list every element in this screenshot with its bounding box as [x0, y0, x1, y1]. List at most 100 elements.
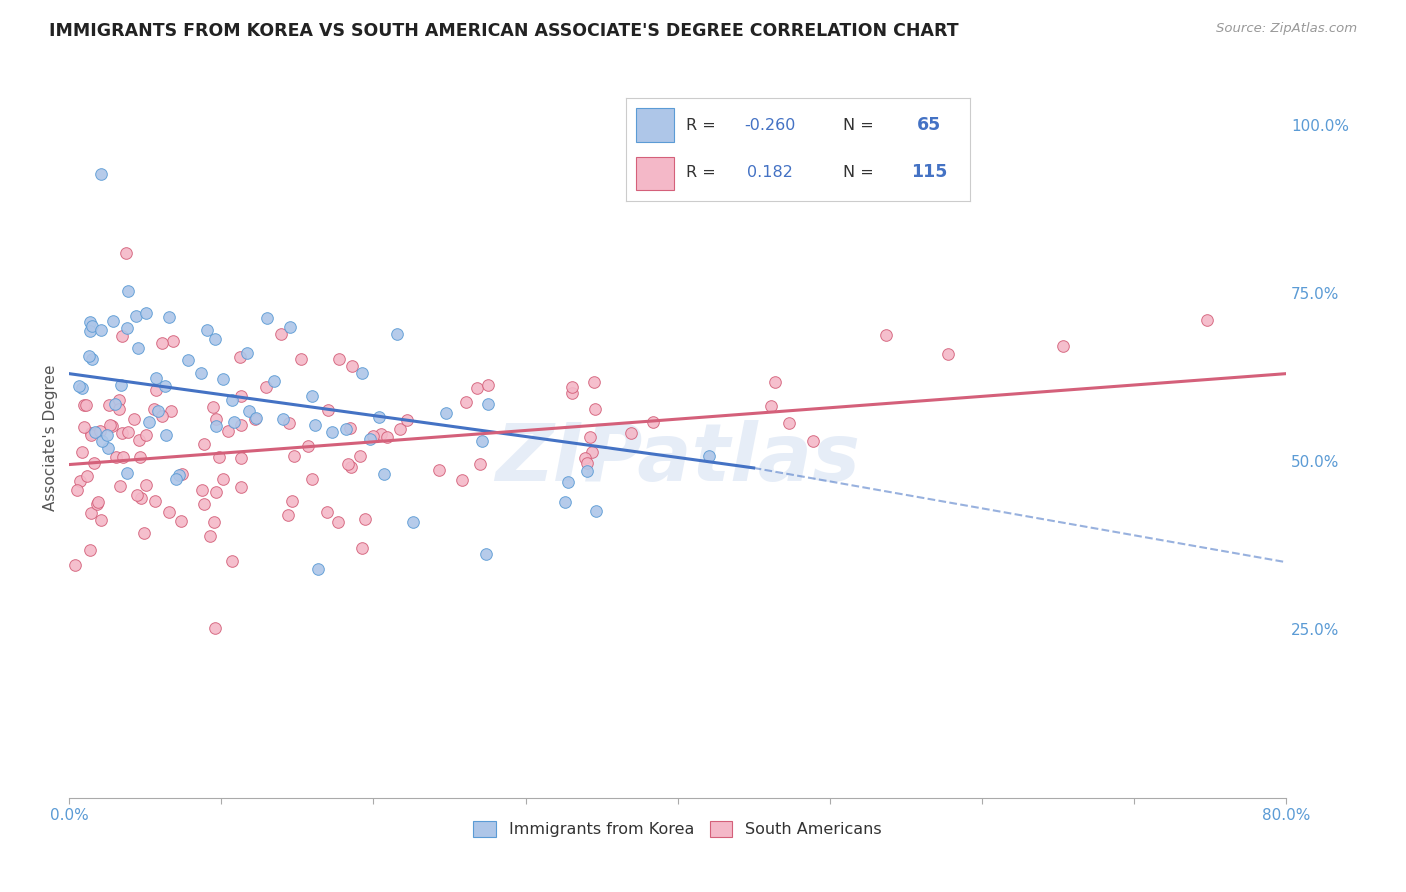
Point — [197, 322, 219, 336]
Point — [143, 401, 166, 416]
Point — [108, 392, 131, 407]
Point — [145, 370, 167, 384]
Point — [205, 419, 228, 434]
Point — [101, 419, 124, 434]
Point — [138, 416, 160, 430]
Point — [370, 427, 392, 442]
Point — [301, 472, 323, 486]
Point — [152, 336, 174, 351]
Point — [104, 397, 127, 411]
Point — [205, 484, 228, 499]
Point — [162, 334, 184, 349]
Point — [83, 456, 105, 470]
Point — [352, 366, 374, 380]
Point — [217, 424, 239, 438]
Point — [367, 410, 389, 425]
Point — [434, 405, 457, 419]
Legend: Immigrants from Korea, South Americans: Immigrants from Korea, South Americans — [467, 815, 889, 844]
Point — [221, 392, 243, 407]
Point — [80, 425, 103, 440]
Point — [89, 425, 111, 439]
Point — [97, 398, 120, 412]
Point — [202, 515, 225, 529]
Point — [576, 456, 599, 470]
Point — [79, 324, 101, 338]
Point — [328, 351, 350, 366]
Point — [465, 381, 488, 395]
Point — [155, 428, 177, 442]
Point — [297, 439, 319, 453]
Point — [172, 467, 194, 482]
Point — [350, 541, 373, 555]
Point — [456, 395, 478, 409]
Point — [474, 547, 496, 561]
Point — [477, 397, 499, 411]
Point — [377, 430, 399, 444]
FancyBboxPatch shape — [636, 109, 673, 142]
Point — [277, 508, 299, 523]
Point — [278, 319, 301, 334]
Point — [70, 445, 93, 459]
Point — [561, 380, 583, 394]
Point — [328, 515, 350, 529]
Point — [77, 349, 100, 363]
Point — [146, 403, 169, 417]
Point — [76, 469, 98, 483]
Point — [354, 512, 377, 526]
Point — [128, 433, 150, 447]
Point — [96, 427, 118, 442]
Point — [1195, 313, 1218, 327]
Point — [111, 329, 134, 343]
Point — [335, 422, 357, 436]
Point — [97, 441, 120, 455]
Point — [80, 428, 103, 442]
Point — [256, 310, 278, 325]
Point — [583, 375, 606, 389]
Point — [90, 323, 112, 337]
Point — [165, 472, 187, 486]
Point — [763, 376, 786, 390]
Point — [245, 411, 267, 425]
Text: ZIPatlas: ZIPatlas — [495, 420, 860, 499]
Point — [387, 326, 409, 341]
Point — [339, 421, 361, 435]
Point — [229, 450, 252, 465]
Point — [361, 429, 384, 443]
Point — [108, 402, 131, 417]
Point — [128, 450, 150, 464]
Point — [699, 449, 721, 463]
Point — [238, 404, 260, 418]
Point — [73, 398, 96, 412]
Point — [177, 352, 200, 367]
Point — [349, 450, 371, 464]
Point — [80, 507, 103, 521]
Point — [271, 411, 294, 425]
Point — [221, 554, 243, 568]
Point — [373, 467, 395, 482]
Point — [127, 341, 149, 355]
Point — [277, 416, 299, 430]
Point — [153, 378, 176, 392]
Point — [254, 380, 277, 394]
Point — [69, 474, 91, 488]
Point — [193, 437, 215, 451]
Point — [167, 467, 190, 482]
Point — [67, 378, 90, 392]
Point — [236, 346, 259, 360]
Point — [395, 413, 418, 427]
Point — [193, 497, 215, 511]
Point — [778, 416, 800, 430]
Point — [117, 284, 139, 298]
Point — [134, 526, 156, 541]
Point — [578, 430, 600, 444]
Point — [340, 359, 363, 373]
Point — [82, 351, 104, 366]
Point — [201, 401, 224, 415]
Point — [129, 491, 152, 505]
Point — [316, 402, 339, 417]
Point — [108, 479, 131, 493]
Y-axis label: Associate's Degree: Associate's Degree — [44, 364, 58, 511]
Point — [160, 404, 183, 418]
Point — [86, 497, 108, 511]
Text: N =: N = — [842, 118, 873, 133]
